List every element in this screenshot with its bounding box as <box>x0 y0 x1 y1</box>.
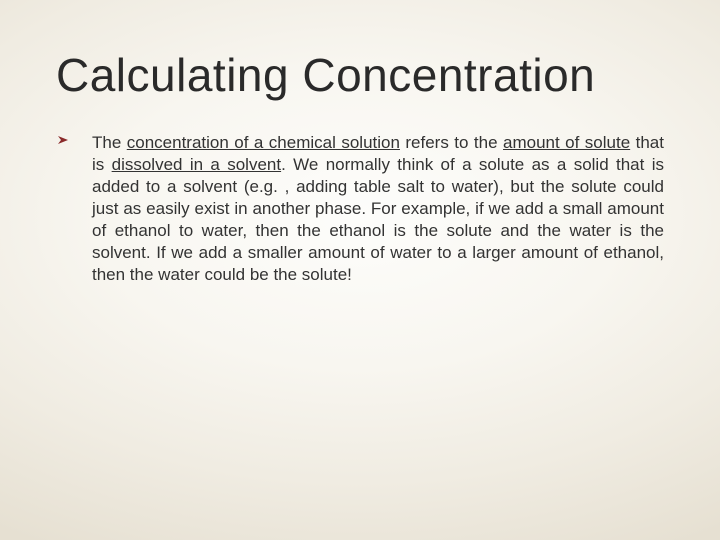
slide-title: Calculating Concentration <box>56 48 664 102</box>
body-row: The concentration of a chemical solution… <box>56 132 664 286</box>
slide: Calculating Concentration The concentrat… <box>0 0 720 540</box>
text-seg-4-underlined: amount of solute <box>503 133 630 152</box>
text-seg-3: refers to the <box>400 133 503 152</box>
text-seg-1: The <box>92 133 127 152</box>
text-seg-7: . We normally think of a solute as a sol… <box>92 155 664 284</box>
text-seg-6-underlined: dissolved in a solvent <box>112 155 281 174</box>
bullet-icon <box>56 132 92 147</box>
body-paragraph: The concentration of a chemical solution… <box>92 132 664 286</box>
text-seg-2-underlined: concentration of a chemical solution <box>127 133 400 152</box>
